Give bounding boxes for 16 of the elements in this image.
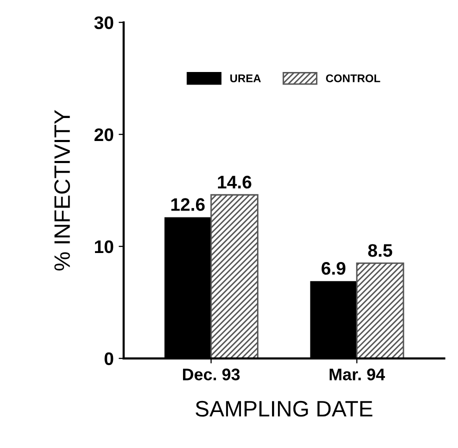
x-tick-label: Mar. 94: [330, 368, 385, 380]
data-label: 12.6: [171, 198, 205, 211]
y-tick-label: 10: [94, 240, 114, 254]
data-label: 6.9: [322, 262, 346, 275]
y-tick-label: 30: [94, 16, 114, 30]
y-tick-label: 0: [104, 352, 114, 366]
data-label: 8.5: [368, 244, 392, 257]
bar: [210, 194, 258, 358]
bar: [356, 262, 404, 358]
y-tick-label: 20: [94, 128, 114, 142]
legend-label: CONTROL: [326, 74, 380, 82]
x-tick-label: Dec. 93: [183, 368, 240, 380]
data-label: 14.6: [218, 176, 252, 189]
x-axis-title: SAMPLING DATE: [196, 400, 372, 417]
legend-label: UREA: [230, 74, 261, 82]
y-axis-title: % INFECTIVITY: [54, 110, 70, 270]
